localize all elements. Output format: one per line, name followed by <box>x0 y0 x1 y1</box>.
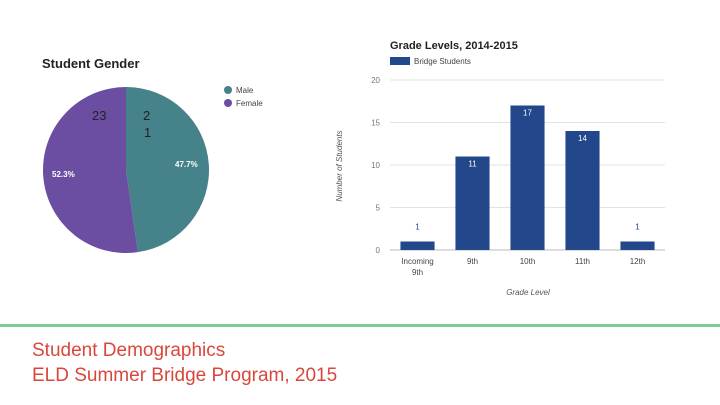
legend-dot-male <box>224 86 232 94</box>
bar-incoming-9th <box>400 241 435 250</box>
bar-12th <box>620 241 655 250</box>
pie-slice-male <box>126 87 209 253</box>
y-axis-label: Number of Students <box>335 130 344 201</box>
y-tick-label: 20 <box>371 76 380 85</box>
legend-dot-female <box>224 99 232 107</box>
bar-9th <box>455 156 490 250</box>
x-tick-label: 9th <box>412 268 423 277</box>
bar-value-label: 1 <box>415 223 420 232</box>
legend-swatch-bridge-students <box>390 57 410 65</box>
pie-label-female: 52.3% <box>52 170 75 179</box>
bar-value-label: 17 <box>523 109 532 118</box>
bar-value-label: 1 <box>635 223 640 232</box>
bar-value-label: 11 <box>468 160 477 169</box>
pie-label-male: 47.7% <box>175 160 198 169</box>
pie-annotation-23: 23 <box>92 108 106 123</box>
x-tick-label: 12th <box>630 257 646 266</box>
pie-annotation-1: 1 <box>144 125 151 140</box>
pie-slice-female <box>42 87 138 254</box>
y-tick-label: 5 <box>376 204 381 213</box>
legend-label-bridge-students: Bridge Students <box>414 57 471 66</box>
legend-label-female: Female <box>236 99 263 108</box>
pie-annotation-2: 2 <box>143 108 150 123</box>
pie-chart-title: Student Gender <box>42 56 140 71</box>
bar-chart: Bridge Students Number of Students 0 5 1… <box>335 57 665 297</box>
x-tick-label: 9th <box>467 257 478 266</box>
x-tick-label: 10th <box>520 257 536 266</box>
footer-divider <box>0 324 720 327</box>
x-tick-label: 11th <box>575 257 590 266</box>
pie-chart: 47.7% 52.3% 23 2 1 Male Female <box>42 86 263 254</box>
footer-title: Student Demographics <box>32 340 226 361</box>
legend-label-male: Male <box>236 86 254 95</box>
footer-subtitle: ELD Summer Bridge Program, 2015 <box>32 365 338 386</box>
bar-chart-title: Grade Levels, 2014-2015 <box>390 40 518 52</box>
x-axis-label: Grade Level <box>506 288 550 297</box>
y-tick-label: 10 <box>371 161 380 170</box>
bar-10th <box>510 105 545 250</box>
x-tick-label: Incoming <box>401 257 433 266</box>
bar-11th <box>565 131 600 250</box>
y-tick-label: 15 <box>371 119 380 128</box>
bar-value-label: 14 <box>578 134 587 143</box>
y-tick-label: 0 <box>376 246 381 255</box>
